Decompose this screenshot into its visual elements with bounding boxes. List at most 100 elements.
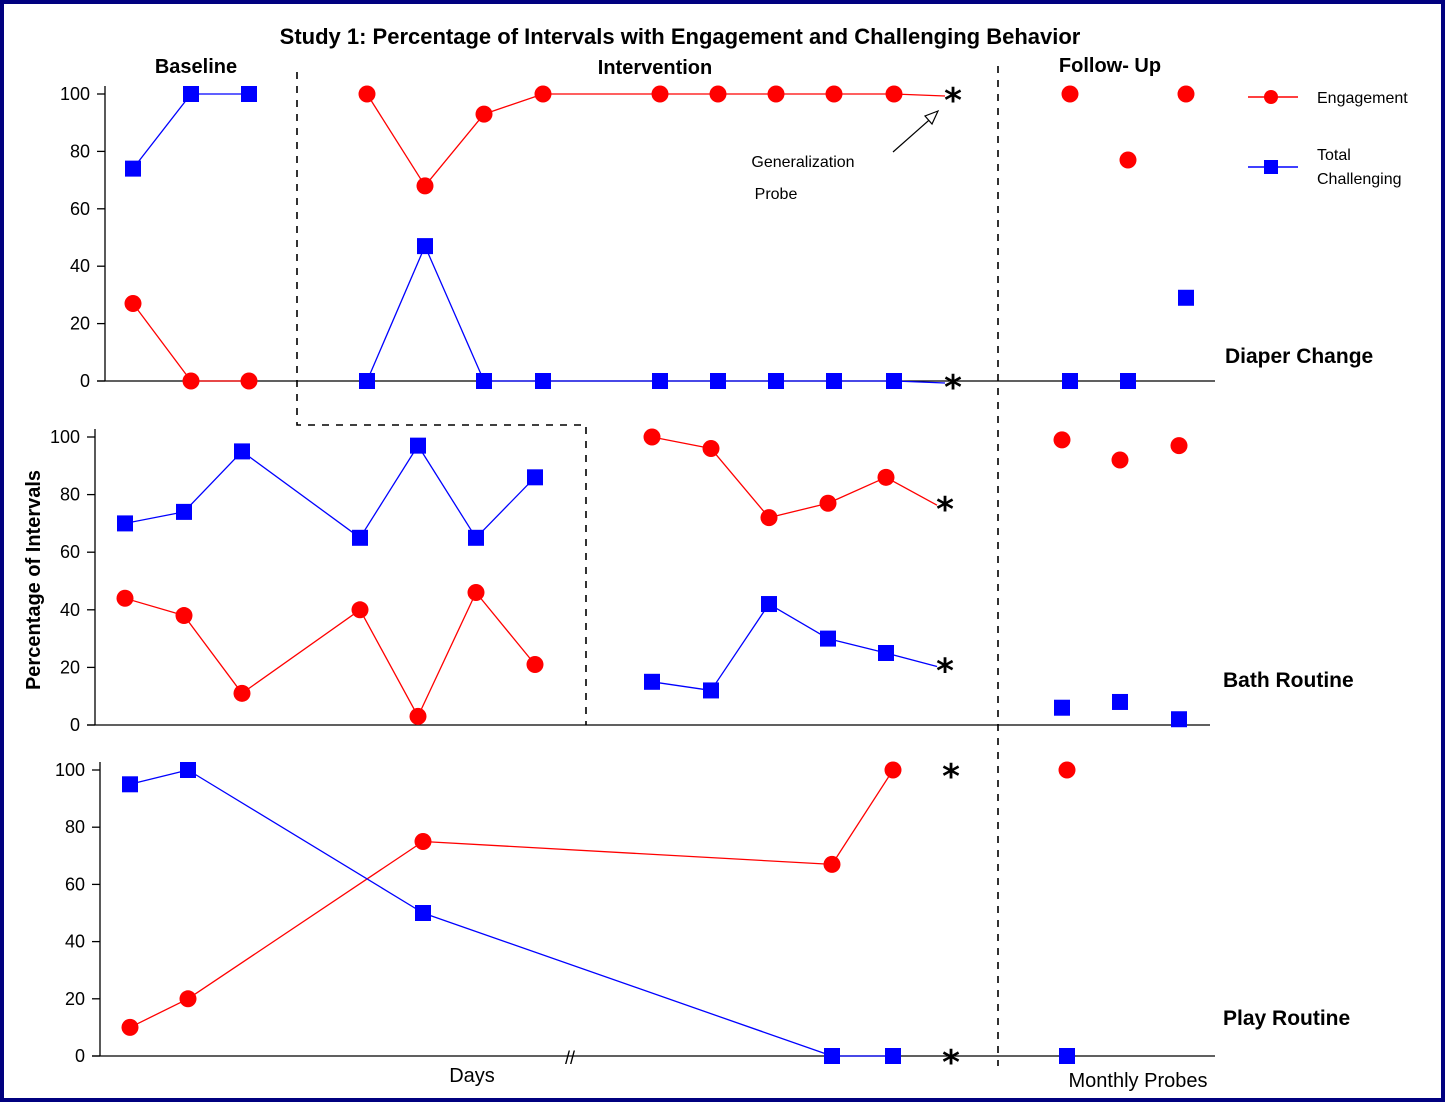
challenging-point: [768, 373, 784, 389]
y-tick-label: 80: [70, 141, 90, 161]
generalization-probe-marker: *: [942, 1043, 960, 1083]
legend-label-engagement: Engagement: [1317, 90, 1408, 107]
engagement-point: [175, 607, 193, 625]
engagement-point: [825, 85, 843, 103]
challenging-point: [352, 529, 368, 546]
engagement-point: [1053, 431, 1071, 449]
series-line-segment: [187, 769, 424, 914]
challenging-point: [820, 630, 836, 647]
legend-marker-engagement: [1264, 90, 1278, 104]
engagement-point: [526, 656, 544, 674]
engagement-point: [409, 707, 427, 725]
challenging-point: [183, 86, 199, 102]
series-line-segment: [132, 93, 192, 170]
challenging-point: [703, 682, 719, 699]
y-tick-label: 0: [80, 371, 90, 391]
engagement-point: [651, 85, 669, 103]
engagement-point: [702, 440, 720, 458]
generalization-probe-marker: *: [944, 81, 962, 121]
series-line-segment: [483, 93, 544, 115]
phase-change-line-baseline: [296, 72, 587, 725]
challenging-point: [476, 373, 492, 389]
series-line-segment: [124, 597, 185, 617]
series-line-segment: [366, 245, 426, 382]
challenging-point: [1171, 711, 1187, 728]
challenging-point: [417, 238, 433, 255]
series-line-segment: [475, 592, 536, 665]
engagement-point: [819, 494, 837, 512]
y-tick-label: 20: [60, 657, 80, 677]
engagement-point: [179, 990, 197, 1008]
series-line-segment: [768, 603, 829, 640]
series-line-segment: [893, 380, 946, 384]
chart-title: Study 1: Percentage of Intervals with En…: [280, 24, 1081, 49]
challenging-point: [527, 469, 543, 486]
y-tick-label: 80: [65, 817, 85, 837]
engagement-point: [1177, 85, 1195, 103]
engagement-point: [1058, 761, 1076, 779]
series-line-segment: [187, 840, 424, 1000]
series-line-segment: [710, 603, 770, 691]
engagement-point: [351, 601, 369, 619]
annotation-arrow-head: [923, 109, 940, 126]
engagement-point: [760, 509, 778, 527]
generalization-probe-marker: *: [944, 368, 962, 408]
challenging-point: [886, 373, 902, 389]
challenging-point: [1120, 373, 1136, 389]
series-line-segment: [831, 769, 894, 865]
y-tick-label: 100: [50, 427, 80, 447]
engagement-point: [414, 833, 432, 850]
series-line-segment: [241, 450, 361, 539]
y-tick-label: 20: [65, 989, 85, 1009]
phase-label-followup: Follow- Up: [1059, 55, 1161, 77]
engagement-point: [643, 428, 661, 446]
challenging-point: [826, 373, 842, 389]
challenging-point: [125, 160, 141, 177]
phase-label-intervention: Intervention: [598, 57, 712, 79]
y-tick-label: 100: [60, 84, 90, 104]
series-line-segment: [417, 592, 477, 717]
series-line-segment: [132, 303, 192, 382]
challenging-point: [710, 373, 726, 389]
series-line-segment: [651, 436, 712, 450]
engagement-point: [116, 589, 134, 607]
series-line-segment: [183, 615, 243, 694]
generalization-probe-marker: *: [936, 652, 954, 692]
panel-label: Play Routine: [1223, 1007, 1350, 1030]
legend-marker-challenging: [1264, 160, 1278, 174]
series-line-segment: [885, 476, 938, 506]
series-line-segment: [893, 93, 946, 97]
engagement-point: [182, 372, 200, 390]
y-tick-label: 60: [60, 542, 80, 562]
legend-label-challenging-line2: Challenging: [1317, 171, 1402, 188]
x-axis-label-monthly-probes: Monthly Probes: [1069, 1070, 1208, 1092]
generalization-probe-marker: *: [942, 757, 960, 797]
y-axis-label: Percentage of Intervals: [23, 470, 45, 690]
y-tick-label: 60: [70, 199, 90, 219]
y-tick-label: 40: [70, 256, 90, 276]
series-line-segment: [827, 476, 887, 504]
series-line-segment: [366, 93, 426, 187]
y-tick-label: 0: [75, 1046, 85, 1066]
x-axis-label-days: Days: [449, 1065, 495, 1087]
engagement-point: [358, 85, 376, 103]
series-line-segment: [424, 113, 485, 187]
engagement-point: [416, 177, 434, 195]
challenging-point: [824, 1048, 840, 1064]
challenging-point: [180, 762, 196, 778]
series-line-segment: [129, 998, 189, 1028]
chart-marks: 0 20 40 60 80 100 Diaper Change * * 0 20 40 60 80 100 B…: [50, 66, 1373, 1083]
challenging-point: [117, 515, 133, 532]
series-line-segment: [183, 450, 243, 513]
engagement-point: [240, 372, 258, 390]
series-line-segment: [424, 245, 485, 382]
series-line-segment: [422, 912, 833, 1057]
y-tick-label: 80: [60, 485, 80, 505]
engagement-point: [233, 684, 251, 702]
challenging-point: [359, 373, 375, 389]
y-tick-label: 20: [70, 314, 90, 334]
engagement-point: [709, 85, 727, 103]
challenging-point: [644, 673, 660, 690]
challenging-point: [234, 443, 250, 460]
